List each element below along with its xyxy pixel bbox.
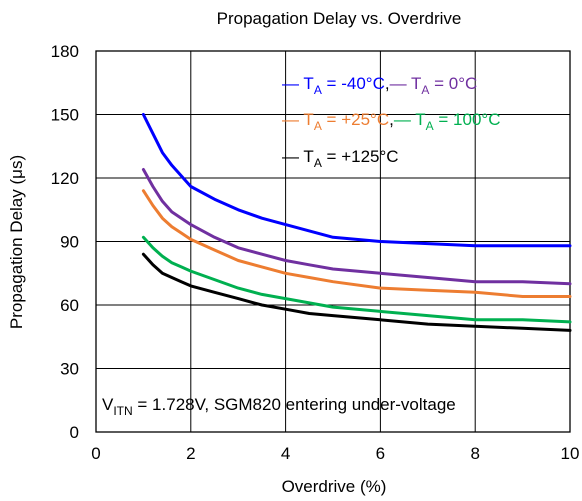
y-tick-label: 180 [51,42,79,61]
series-line [141,252,572,332]
x-axis-ticks: 0 2 4 6 8 10 [91,444,579,463]
svg-text:— TA = +25°C: — TA = +25°C [282,110,389,133]
y-axis-label: Propagation Delay (μs) [7,155,26,329]
legend-entry: — TA = -40°C [282,74,385,97]
svg-text:— TA = +125°C: — TA = +125°C [282,147,399,170]
legend: — TA = -40°C, — TA = 0°C— TA = +25°C, — … [282,74,501,170]
legend-entry: — TA = +125°C [282,147,399,170]
legend-separator: , [389,110,394,129]
x-tick-label: 2 [186,444,195,463]
x-axis-label: Overdrive (%) [282,477,387,496]
series-line [141,235,572,324]
legend-separator: , [385,74,390,93]
x-tick-label: 6 [376,444,385,463]
plot-frame [95,50,571,433]
svg-text:— TA = 100°C: — TA = 100°C [394,110,501,133]
y-tick-label: 0 [70,423,79,442]
svg-text:— TA = 0°C: — TA = 0°C [390,74,478,97]
x-tick-label: 0 [91,444,100,463]
legend-entry: — TA = 100°C [394,110,501,133]
svg-text:— TA = -40°C: — TA = -40°C [282,74,385,97]
x-tick-label: 4 [281,444,290,463]
y-tick-label: 120 [51,169,79,188]
annotation-text: VITN = 1.728V, SGM820 entering under-vol… [102,395,456,418]
x-tick-label: 10 [561,444,580,463]
series-lines [141,113,572,332]
x-tick-label: 8 [470,444,479,463]
y-tick-label: 60 [60,296,79,315]
grid-lines [96,51,570,432]
series-line [141,168,572,286]
chart-title: Propagation Delay vs. Overdrive [217,9,462,28]
y-tick-label: 90 [60,233,79,252]
legend-entry: — TA = 0°C [390,74,478,97]
series-line [141,189,572,298]
y-tick-label: 30 [60,360,79,379]
y-tick-label: 150 [51,106,79,125]
series-line [141,113,572,248]
y-axis-ticks: 0 30 60 90 120 150 180 [51,42,79,442]
plot-area [95,50,571,433]
annotation: VITN = 1.728V, SGM820 entering under-vol… [102,395,456,418]
legend-entry: — TA = +25°C [282,110,389,133]
